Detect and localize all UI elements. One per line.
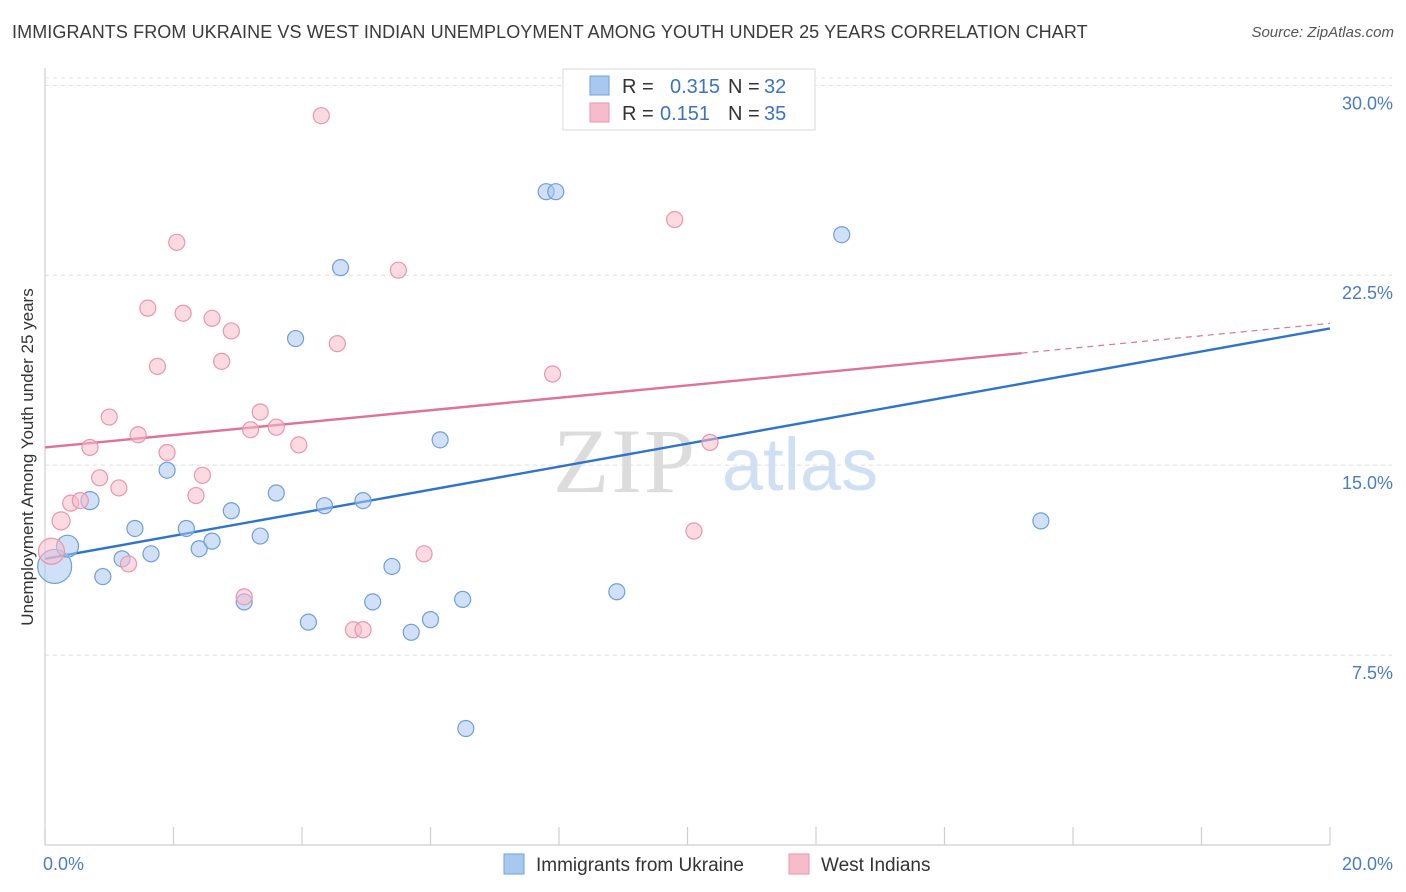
legend-n-label-2: N = <box>728 103 760 125</box>
legend-r-label-2: R = <box>622 103 654 125</box>
ukraine-point-17 <box>315 497 334 515</box>
ukraine-point-31 <box>1032 512 1050 530</box>
axes <box>44 68 1331 846</box>
west-indians-point-23 <box>267 418 285 436</box>
ukraine-point-26 <box>457 719 475 738</box>
y-axis-label: Unemployment Among Youth under 25 years <box>18 288 37 625</box>
series-legend-swatch-west-indians <box>788 853 810 875</box>
legend-r-label-1: R = <box>622 76 654 98</box>
legend-n-value-2: 35 <box>764 103 786 125</box>
west-indians-point-8 <box>119 555 138 573</box>
ukraine-point-20 <box>364 593 382 611</box>
legend-n-value-1: 32 <box>764 76 786 98</box>
ukraine-point-14 <box>267 484 285 502</box>
ukraine-point-22 <box>402 623 420 641</box>
west-indians-point-22 <box>251 403 269 421</box>
trend-lines <box>44 322 1331 561</box>
west-indians-point-7 <box>110 479 128 497</box>
west-indians-trend-line <box>44 351 1022 449</box>
west-indians-point-0 <box>37 537 66 565</box>
watermark-zip: ZIP <box>553 410 697 512</box>
west-indians-point-24 <box>290 436 308 454</box>
west-indians-point-6 <box>100 408 118 426</box>
watermark-atlas: atlas <box>722 423 878 506</box>
west-indians-point-25 <box>312 107 330 125</box>
ukraine-point-8 <box>177 519 195 538</box>
source-label: Source: ZipAtlas.com <box>1251 24 1394 41</box>
x-tick-label-1: 20.0% <box>1342 854 1393 874</box>
west-indians-point-9 <box>129 426 147 444</box>
west-indians-point-14 <box>174 304 192 322</box>
west-indians-point-1 <box>51 511 71 531</box>
tick-labels: 7.5% 15.0% 22.5% 30.0% 0.0% 20.0% <box>43 93 1393 874</box>
west-indians-point-5 <box>91 469 109 487</box>
west-indians-point-10 <box>139 299 157 317</box>
series-legend-swatch-ukraine <box>503 853 525 875</box>
series-legend-west-indians: West Indians <box>821 855 930 876</box>
ukraine-point-29 <box>608 583 626 601</box>
x-tick-label-0: 0.0% <box>43 854 84 874</box>
west-indians-point-30 <box>415 545 433 563</box>
ukraine-point-7 <box>158 461 176 479</box>
west-indians-point-12 <box>158 443 176 462</box>
west-indians-point-19 <box>222 322 240 340</box>
series-legend-ukraine: Immigrants from Ukraine <box>536 855 744 876</box>
legend-r-value-1: 0.315 <box>670 76 720 98</box>
ukraine-point-21 <box>383 557 401 576</box>
west-indians-point-18 <box>213 352 231 370</box>
ukraine-point-15 <box>286 329 305 348</box>
y-tick-label-0: 7.5% <box>1352 663 1393 683</box>
west-indians-point-3 <box>71 492 89 510</box>
ukraine-point-9 <box>190 540 208 558</box>
ukraine-point-18 <box>331 259 350 277</box>
west-indians-point-32 <box>666 210 684 229</box>
west-indians-trend-extension <box>1021 322 1331 354</box>
stats-legend: R = 0.315 N = 32 R = 0.151 N = 35 <box>562 68 816 131</box>
west-indians-point-11 <box>148 357 167 376</box>
legend-swatch-west-indians <box>589 102 610 123</box>
series-legend: Immigrants from Ukraine West Indians <box>503 853 930 876</box>
y-tick-label-3: 30.0% <box>1342 93 1393 113</box>
ukraine-point-24 <box>431 431 449 449</box>
ukraine-point-6 <box>142 545 160 563</box>
west-indians-point-29 <box>389 261 407 279</box>
west-indians-point-16 <box>193 466 212 484</box>
legend-swatch-ukraine <box>589 75 610 96</box>
ukraine-point-3 <box>94 567 112 586</box>
ukraine-point-19 <box>354 492 372 510</box>
ukraine-trend-line <box>44 327 1331 561</box>
data-points <box>37 107 1050 738</box>
west-indians-point-4 <box>81 438 99 457</box>
west-indians-point-26 <box>328 335 346 353</box>
west-indians-point-20 <box>235 588 253 606</box>
west-indians-point-31 <box>543 365 562 383</box>
west-indians-point-33 <box>685 522 703 540</box>
west-indians-point-13 <box>168 233 186 251</box>
west-indians-point-15 <box>187 486 205 505</box>
ukraine-point-13 <box>251 527 269 545</box>
legend-r-value-2: 0.151 <box>660 103 710 125</box>
ukraine-point-16 <box>299 613 318 631</box>
ukraine-point-28 <box>547 183 565 201</box>
gridlines <box>45 77 1392 656</box>
chart-title: IMMIGRANTS FROM UKRAINE VS WEST INDIAN U… <box>12 22 1088 42</box>
ukraine-point-10 <box>203 532 221 550</box>
west-indians-point-34 <box>701 433 719 451</box>
ukraine-point-30 <box>833 226 851 244</box>
y-tick-label-2: 22.5% <box>1342 283 1393 303</box>
ukraine-point-11 <box>222 502 240 520</box>
ukraine-point-25 <box>454 590 472 608</box>
ukraine-point-5 <box>126 519 144 538</box>
west-indians-point-21 <box>242 421 260 439</box>
y-tick-label-1: 15.0% <box>1342 473 1393 493</box>
west-indians-point-17 <box>203 309 221 327</box>
ukraine-point-23 <box>421 611 440 629</box>
legend-n-label-1: N = <box>728 76 760 98</box>
west-indians-point-28 <box>354 621 372 639</box>
